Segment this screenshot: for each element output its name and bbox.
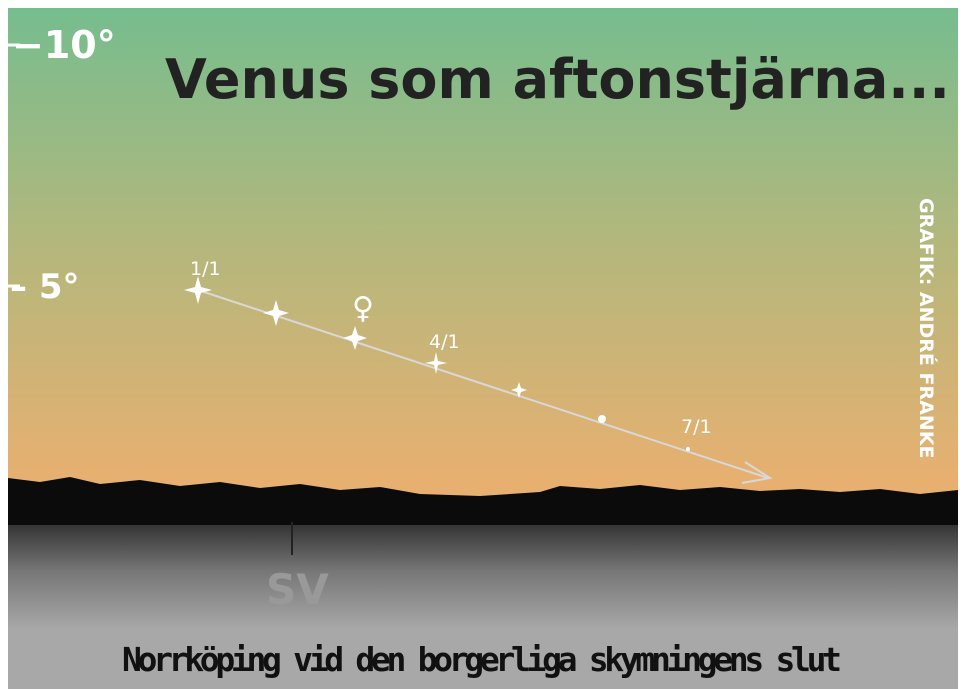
date-label: 4/1 (429, 331, 460, 353)
page: −10° – 5° Venus som aftonstjärna... GRAF… (0, 0, 965, 689)
scale-label: – 5° (10, 267, 80, 307)
credit: GRAFIK: ANDRÉ FRANKE (915, 198, 938, 458)
caption: Norrköping vid den borgerliga skymningen… (122, 640, 842, 679)
date-label: 7/1 (681, 416, 712, 438)
title: Venus som aftonstjärna... (165, 48, 950, 111)
venus-position (686, 447, 690, 451)
date-label: 1/1 (190, 258, 221, 280)
sky-chart: −10° – 5° Venus som aftonstjärna... GRAF… (0, 0, 965, 689)
scale-label: −10° (12, 23, 116, 67)
venus-position (598, 415, 606, 423)
planet-symbol: ♀ (352, 291, 374, 326)
direction-label: SV (266, 565, 329, 614)
